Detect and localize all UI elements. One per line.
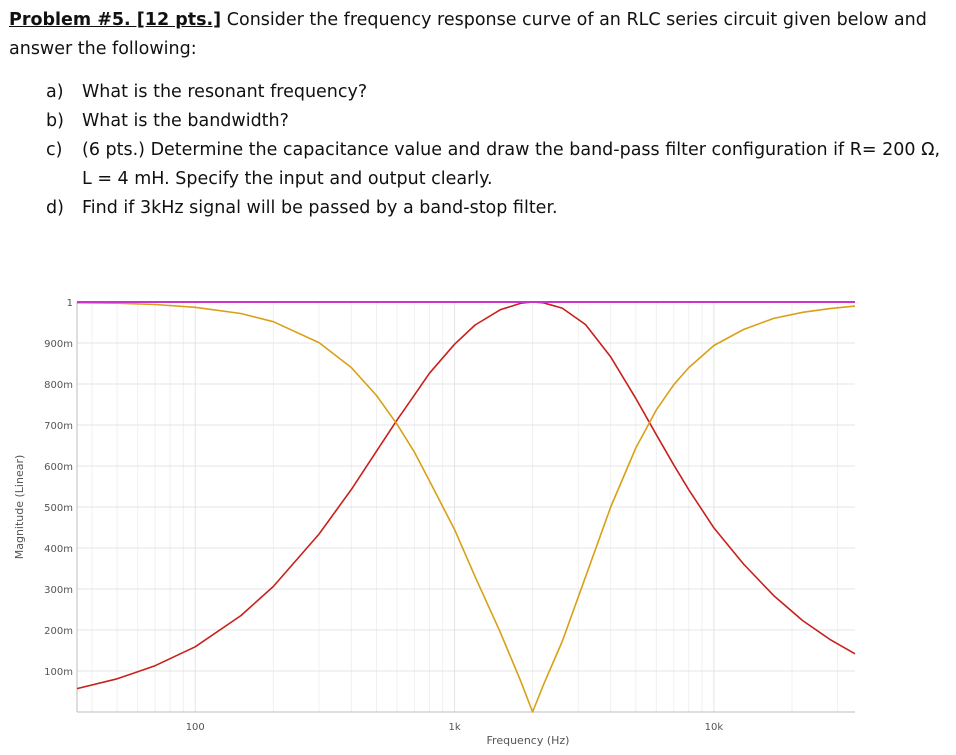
x-tick-label: 1k [448,722,460,733]
y-tick-label: 1 [67,298,73,309]
y-tick-label: 700m [44,421,73,432]
y-tick-label: 900m [44,339,73,350]
series-line-bandstop [76,302,856,713]
y-tick-label: 300m [44,585,73,596]
question-label: a) [46,82,64,102]
question-a: a) What is the resonant frequency? [46,78,367,107]
question-text-continued: L = 4 mH. Specify the input and output c… [82,169,493,189]
question-label: b) [46,111,64,131]
question-c: c) (6 pts.) Determine the capacitance val… [46,136,940,165]
question-label: c) [46,140,63,160]
problem-intro: Consider the frequency response curve of… [9,10,927,59]
problem-statement: Problem #5. [12 pts.] Consider the frequ… [9,6,949,64]
y-tick-label: 500m [44,503,73,514]
frequency-response-chart: 100 1k 10k 1 900m 800m 700m 600m 500m 400m 300m 200… [0,282,956,751]
y-axis-label: Magnitude (Linear) [13,455,26,560]
y-tick-label: 400m [44,544,73,555]
series-line-bandpass [76,301,856,690]
question-b: b) What is the bandwidth? [46,107,289,136]
x-axis-label: Frequency (Hz) [487,734,570,747]
question-d: d) Find if 3kHz signal will be passed by … [46,194,558,223]
y-tick-label: 100m [44,667,73,678]
y-tick-label: 200m [44,626,73,637]
problem-heading: Problem #5. [12 pts.] [9,10,222,30]
chart-svg: 100 1k 10k 1 900m 800m 700m 600m 500m 400m 300m 200… [13,298,856,747]
question-text: What is the resonant frequency? [82,82,368,102]
x-tick-label: 10k [705,722,724,733]
question-c-continued: L = 4 mH. Specify the input and output c… [46,165,493,194]
question-label: d) [46,198,64,218]
question-text: (6 pts.) Determine the capacitance value… [82,140,941,160]
question-text: Find if 3kHz signal will be passed by a … [82,198,558,218]
x-tick-label: 100 [186,722,205,733]
y-tick-label: 600m [44,462,73,473]
question-text: What is the bandwidth? [82,111,289,131]
y-tick-label: 800m [44,380,73,391]
